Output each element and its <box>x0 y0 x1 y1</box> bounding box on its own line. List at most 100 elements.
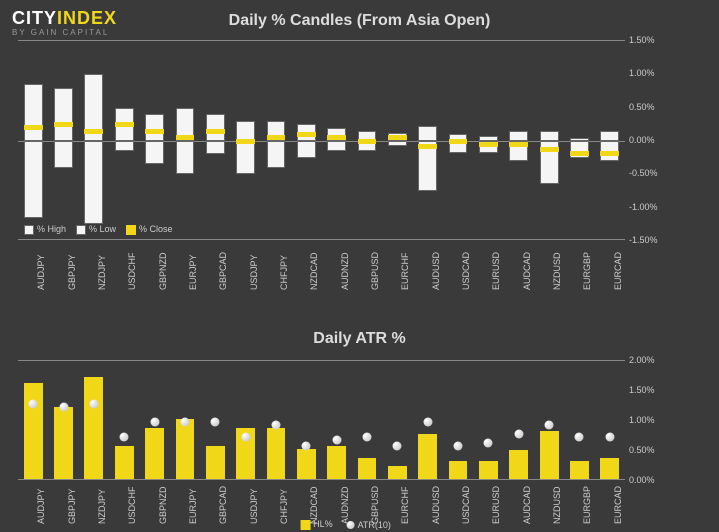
atr-marker <box>545 421 554 430</box>
hl-bar <box>297 449 316 479</box>
xlabel: NZDJPY <box>97 489 107 524</box>
bar-close <box>54 122 73 127</box>
bar-close <box>145 129 164 134</box>
xlabel: NZDCAD <box>309 487 319 525</box>
bar-low <box>176 141 195 174</box>
xlabel: GBPJPY <box>67 254 77 290</box>
chart2-bars <box>18 361 577 479</box>
legend-item-close: % Close <box>126 224 173 235</box>
xlabel: NZDJPY <box>97 255 107 290</box>
dashboard: CITYINDEX BY GAIN CAPITAL Daily % Candle… <box>0 0 719 532</box>
bar-close <box>297 132 316 137</box>
atr-marker <box>211 418 220 427</box>
bar-close <box>176 135 195 140</box>
xlabel: GBPNZD <box>158 252 168 290</box>
bar-close <box>24 125 43 130</box>
bar-low <box>115 141 134 151</box>
bar-high <box>509 131 528 141</box>
bar-close <box>236 139 255 144</box>
xlabel: AUDUSD <box>431 252 441 290</box>
hl-bar <box>24 383 43 479</box>
ytick: 0.50% <box>629 102 655 112</box>
legend-swatch-low <box>76 225 86 235</box>
xlabel: GBPNZD <box>158 486 168 524</box>
bar-low <box>388 141 407 146</box>
xlabel: AUDJPY <box>36 488 46 524</box>
xlabel: NZDUSD <box>552 487 562 525</box>
xlabel: GBPUSD <box>370 252 380 290</box>
bar-low <box>145 141 164 164</box>
ytick: -1.50% <box>629 235 658 245</box>
chart1-plot: % High % Low % Close <box>18 40 625 240</box>
brand-part1: CITY <box>12 8 57 28</box>
xlabel: CHFJPY <box>279 489 289 524</box>
bar-low <box>24 141 43 218</box>
xlabel: AUDCAD <box>522 252 532 290</box>
atr-marker <box>29 400 38 409</box>
ytick: 2.00% <box>629 355 655 365</box>
xlabel: USDCHF <box>127 253 137 291</box>
hl-bar <box>540 431 559 479</box>
legend-swatch-close <box>126 225 136 235</box>
atr-chart: 0.00%0.50%1.00%1.50%2.00% HL% ATR(10) <box>18 360 673 480</box>
atr-marker <box>454 442 463 451</box>
bar-close <box>570 151 589 156</box>
xlabel: AUDUSD <box>431 486 441 524</box>
chart1-legend: % High % Low % Close <box>24 224 173 235</box>
xlabel: AUDCAD <box>522 486 532 524</box>
chart1-xlabels: AUDJPY GBPJPY NZDJPY USDCHF GBPNZD EURJPY GBPC… <box>18 244 625 304</box>
xlabel: EURCHF <box>400 253 410 291</box>
atr-marker <box>241 433 250 442</box>
candles-chart: % High % Low % Close -1.50%-1.00%-0.50%0… <box>18 40 673 240</box>
ytick: 0.00% <box>629 135 655 145</box>
ytick: 1.00% <box>629 68 655 78</box>
hl-bar <box>327 446 346 479</box>
bar-low <box>236 141 255 174</box>
bar-close <box>327 135 346 140</box>
xlabel: GBPJPY <box>67 488 77 524</box>
bar-high <box>24 84 43 141</box>
bar-low <box>297 141 316 158</box>
legend-label-high: % High <box>37 224 66 234</box>
ytick: -1.00% <box>629 202 658 212</box>
legend-label-close: % Close <box>139 224 173 234</box>
hl-bar <box>479 461 498 479</box>
hl-bar <box>145 428 164 479</box>
xlabel: AUDNZD <box>340 487 350 525</box>
chart1-yaxis: -1.50%-1.00%-0.50%0.00%0.50%1.00%1.50% <box>629 40 673 240</box>
bar-high <box>418 126 437 141</box>
bar-close <box>479 142 498 147</box>
xlabel: CHFJPY <box>279 255 289 290</box>
atr-marker <box>89 400 98 409</box>
atr-marker <box>302 442 311 451</box>
bar-close <box>388 135 407 140</box>
xlabel: GBPCAD <box>218 486 228 524</box>
bar-low <box>206 141 225 154</box>
bar-close <box>115 122 134 127</box>
ytick: -0.50% <box>629 168 658 178</box>
xlabel: EURGBP <box>582 486 592 524</box>
xlabel: GBPUSD <box>370 486 380 524</box>
hl-bar <box>358 458 377 479</box>
atr-marker <box>514 430 523 439</box>
hl-bar <box>509 450 528 479</box>
xlabel: NZDUSD <box>552 253 562 291</box>
xlabel: EURCHF <box>400 487 410 525</box>
xlabel: GBPCAD <box>218 252 228 290</box>
xlabel: EURJPY <box>188 254 198 290</box>
xlabel: EURJPY <box>188 488 198 524</box>
bar-high <box>540 131 559 141</box>
hl-bar <box>206 446 225 479</box>
bar-close <box>449 139 468 144</box>
bar-close <box>540 147 559 152</box>
legend-item-low: % Low <box>76 224 116 235</box>
xlabel: AUDJPY <box>36 254 46 290</box>
chart2-xlabels: AUDJPYGBPJPYNZDJPYUSDCHFGBPNZDEURJPYGBPC… <box>18 484 625 524</box>
bar-low <box>267 141 286 168</box>
ytick: 1.50% <box>629 35 655 45</box>
bar-close <box>84 129 103 134</box>
bar-high <box>54 88 73 141</box>
legend-item-high: % High <box>24 224 66 235</box>
hl-bar <box>449 461 468 479</box>
xlabel: NZDCAD <box>309 253 319 291</box>
